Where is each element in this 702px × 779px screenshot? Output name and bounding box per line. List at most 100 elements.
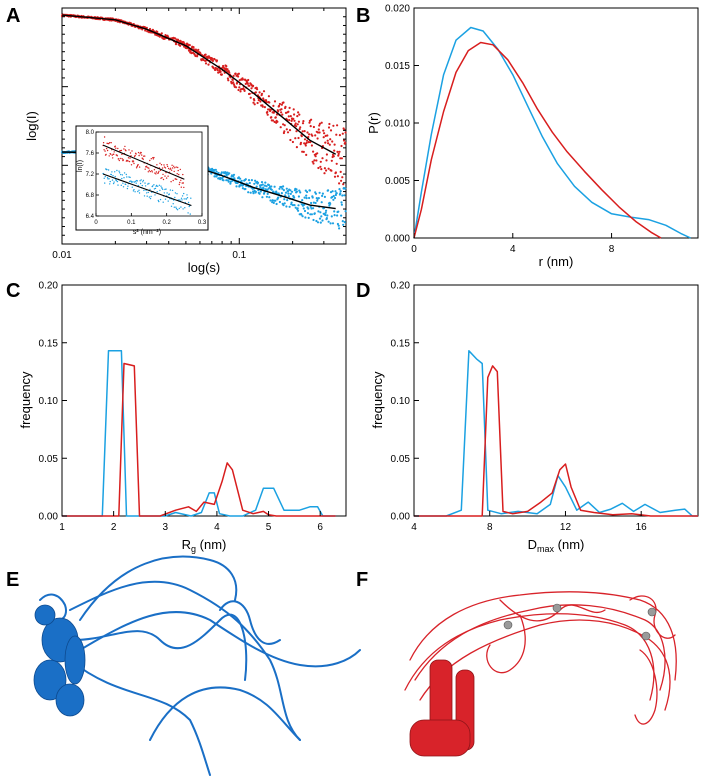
- chart-a-point-blue: [307, 207, 310, 210]
- chart-c-xtick-label: 3: [162, 522, 168, 533]
- chart-a-point-red: [306, 131, 309, 134]
- chart-a-point-red: [289, 138, 292, 142]
- chart-a-point-blue: [272, 201, 275, 204]
- chart-a-point-red: [241, 78, 244, 81]
- chart-a-point-blue: [254, 179, 257, 182]
- inset-point-red: [113, 153, 115, 155]
- inset-point-red: [116, 155, 119, 157]
- chart-a-point-blue: [316, 221, 320, 224]
- chart-a-point-red: [257, 99, 260, 102]
- chart-a-point-blue: [222, 179, 225, 182]
- inset-point-red: [117, 147, 119, 150]
- chart-a-point-blue: [334, 190, 337, 193]
- inset-point-blue: [143, 189, 145, 192]
- chart-a-point-red: [237, 75, 240, 78]
- inset-point-blue: [122, 186, 125, 188]
- chart-a-fit-red: [61, 14, 337, 155]
- inset-point-blue: [185, 198, 188, 200]
- chart-a-point-red: [304, 144, 307, 147]
- inset-point-blue: [176, 193, 178, 195]
- chart-a-point-blue: [329, 191, 333, 194]
- chart-a-point-blue: [213, 168, 216, 172]
- chart-a-point-blue: [332, 194, 335, 198]
- inset-point-blue: [174, 192, 177, 194]
- chart-a-point-blue: [338, 227, 341, 230]
- blue-tail-6: [149, 686, 301, 741]
- inset-point-red: [111, 154, 113, 156]
- inset-point-blue: [180, 206, 182, 208]
- chart-a-point-red: [277, 110, 280, 113]
- chart-a-point-blue: [255, 185, 258, 188]
- chart-a-point-blue: [272, 190, 275, 193]
- chart-a-point-blue: [331, 190, 334, 193]
- chart-a-point-red: [322, 136, 325, 139]
- chart-a-point-blue: [300, 213, 303, 216]
- chart-a-point-blue: [318, 217, 322, 220]
- chart-b-ticks: 0 4 8 0.000 0.005 0.010 0.015 0.020: [385, 4, 615, 256]
- inset-point-red: [175, 166, 177, 168]
- chart-a-point-red: [213, 58, 216, 61]
- chart-a-point-red: [338, 134, 341, 137]
- inset-point-red: [127, 157, 130, 159]
- chart-a-point-red: [293, 113, 296, 116]
- inset-point-red: [136, 165, 138, 168]
- chart-a-point-blue: [244, 178, 247, 181]
- chart-a-point-blue: [324, 213, 327, 217]
- chart-a-point-blue: [312, 218, 315, 222]
- inset-frame: [75, 125, 209, 231]
- chart-a-point-red: [323, 172, 326, 175]
- structure-e-helix-core: [33, 604, 86, 717]
- inset-xtick-label: 0.2: [162, 220, 171, 226]
- chart-a-point-red: [179, 44, 182, 47]
- chart-a-point-blue: [344, 187, 347, 190]
- inset-point-blue: [144, 182, 146, 184]
- inset-point-red: [102, 142, 105, 144]
- chart-a-point-red: [325, 153, 328, 156]
- chart-a-point-blue: [333, 196, 337, 200]
- chart-a-xtick-label: 0.1: [232, 250, 246, 261]
- chart-a-point-blue: [285, 187, 288, 190]
- inset-point-red: [174, 167, 176, 169]
- chart-a-point-red: [259, 100, 262, 103]
- chart-a-point-blue: [315, 219, 318, 223]
- inset-point-red: [183, 186, 185, 189]
- chart-a-point-red: [310, 144, 313, 147]
- chart-a-point-blue: [323, 195, 326, 198]
- chart-d-ytick-label: 0.20: [391, 281, 411, 292]
- chart-a-point-red: [294, 137, 297, 140]
- chart-a-x-label: log(s): [188, 260, 221, 275]
- chart-a-point-red: [332, 155, 335, 158]
- inset-point-red: [180, 186, 182, 188]
- inset-point-blue: [146, 192, 148, 194]
- chart-a-point-red: [267, 95, 270, 98]
- chart-a-point-red: [214, 68, 217, 71]
- inset-point-blue: [125, 183, 127, 186]
- chart-a-point-red: [334, 171, 337, 174]
- inset-point-blue: [154, 187, 157, 190]
- inset-point-blue: [142, 181, 144, 183]
- chart-a-point-blue: [321, 219, 324, 222]
- inset-point-red: [121, 158, 124, 160]
- chart-a-point-blue: [288, 205, 291, 208]
- inset-point-red: [160, 164, 163, 166]
- chart-a-point-blue: [321, 194, 324, 197]
- inset-point-red: [105, 147, 108, 150]
- inset-point-blue: [120, 173, 122, 176]
- panel-label-e: E: [6, 569, 19, 591]
- panel-label-a: A: [6, 5, 20, 27]
- chart-a-point-red: [261, 105, 264, 108]
- red-loop-2: [414, 604, 666, 691]
- chart-a-point-blue: [343, 221, 346, 224]
- chart-a-point-red: [202, 58, 205, 62]
- chart-a-point-blue: [225, 179, 228, 182]
- chart-a-point-red: [260, 92, 264, 95]
- red-loop-8: [486, 614, 526, 674]
- chart-b-ytick-label: 0.005: [385, 176, 410, 187]
- inset-point-red: [163, 166, 166, 168]
- inset-point-red: [167, 167, 170, 170]
- inset-point-red: [112, 157, 114, 159]
- inset-point-blue: [155, 184, 158, 187]
- inset-point-red: [104, 150, 106, 152]
- chart-a-point-blue: [338, 188, 341, 191]
- inset-point-blue: [154, 194, 156, 196]
